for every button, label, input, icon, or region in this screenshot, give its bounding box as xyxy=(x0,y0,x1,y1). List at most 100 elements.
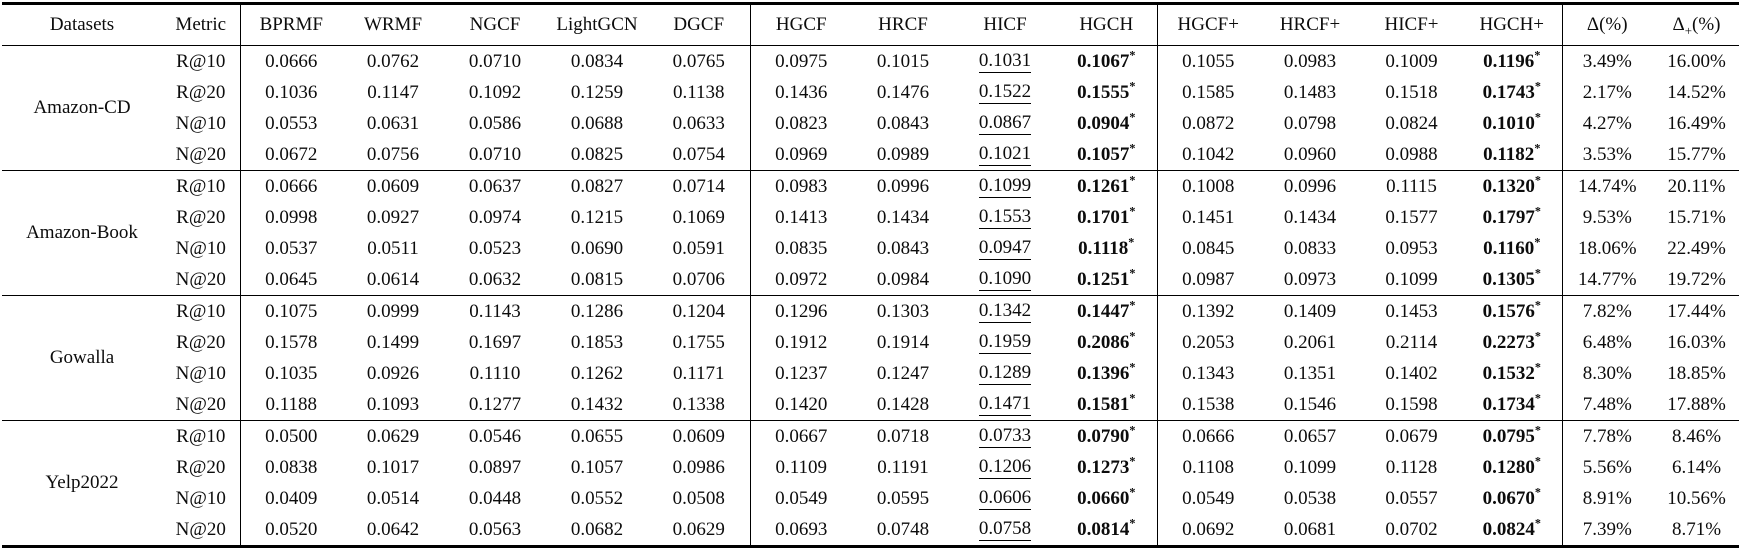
cell-hgch: 0.1447* xyxy=(1056,295,1157,327)
significance-star: * xyxy=(1534,235,1541,250)
cell-delta: 7.78% xyxy=(1561,420,1652,452)
cell-delta-plus: 19.72% xyxy=(1667,268,1726,290)
metric-label: R@20 xyxy=(176,81,226,103)
cell-hicfplus: 0.1453 xyxy=(1361,295,1462,327)
best-value: 0.1701* xyxy=(1077,205,1135,228)
cell-hgcf: 0.0969 xyxy=(749,139,852,171)
cell-bprmf: 0.0500 xyxy=(239,420,342,452)
cell-hgch: 0.1396* xyxy=(1056,358,1157,389)
cell-hrcf: 0.0843 xyxy=(876,237,930,259)
best-value-number: 0.1273 xyxy=(1077,456,1130,478)
metric-label: R@10 xyxy=(162,295,240,327)
col-header-hicfplus: HICF+ xyxy=(1361,3,1462,46)
best-value: 0.0670* xyxy=(1483,486,1541,508)
dataset-label: Yelp2022 xyxy=(2,420,162,547)
cell-bprmf: 0.0666 xyxy=(239,45,342,77)
cell-hgch: 0.0660* xyxy=(1056,483,1157,514)
cell-hrcf: 0.0989 xyxy=(876,143,930,165)
cell-hrcf: 0.0843 xyxy=(876,112,930,134)
cell-lightgcn: 0.1215 xyxy=(570,206,624,228)
col-header-datasets: Datasets xyxy=(2,3,162,46)
cell-dgcf: 0.1755 xyxy=(672,331,725,353)
cell-bprmf: 0.0666 xyxy=(239,170,342,202)
cell-hrcf: 0.1428 xyxy=(876,393,930,415)
cell-ngcf: 0.1277 xyxy=(468,393,522,415)
cell-hgcfplus: 0.1055 xyxy=(1156,45,1259,77)
cell-lightgcn: 0.0827 xyxy=(546,170,648,202)
col-header-hgch: HGCH xyxy=(1056,3,1157,46)
significance-star: * xyxy=(1129,141,1136,156)
metric-label: R@20 xyxy=(176,331,226,353)
cell-hicf: 0.1471 xyxy=(954,389,1056,421)
cell-hgchplus: 0.1734* xyxy=(1462,389,1562,421)
table-row: N@10 0.0409 0.0514 0.0448 0.0552 0.0508 0.0549… xyxy=(2,483,1739,514)
cell-hgcf: 0.0823 xyxy=(749,108,852,139)
cell-wrmf: 0.0631 xyxy=(366,112,420,134)
cell-lightgcn: 0.0552 xyxy=(570,487,624,509)
cell-hgchplus: 0.0670* xyxy=(1462,483,1562,514)
col-header-hicf: HICF xyxy=(954,3,1056,46)
table-row: Gowalla R@10 0.1075 0.0999 0.1143 0.1286 0.120… xyxy=(2,295,1739,421)
col-header-bprmf: BPRMF xyxy=(239,3,342,46)
cell-hgch: 0.1067* xyxy=(1056,45,1157,77)
cell-ngcf: 0.0974 xyxy=(468,206,522,228)
second-best-value: 0.1522 xyxy=(978,81,1032,104)
cell-delta-plus: 16.03% xyxy=(1667,331,1726,353)
best-value-number: 0.1701 xyxy=(1077,206,1130,228)
significance-star: * xyxy=(1129,173,1136,188)
best-value: 0.1280* xyxy=(1483,455,1541,477)
cell-wrmf: 0.0762 xyxy=(342,45,444,77)
cell-hicf: 0.1959 xyxy=(954,327,1056,358)
cell-delta: 3.53% xyxy=(1561,139,1652,171)
cell-hgcfplus: 0.0987 xyxy=(1156,264,1259,296)
cell-hrcfplus: 0.0657 xyxy=(1259,420,1361,452)
significance-star: * xyxy=(1534,423,1541,438)
best-value-number: 0.1581 xyxy=(1077,393,1130,415)
cell-hgcf: 0.1296 xyxy=(749,295,852,327)
metric-label: R@10 xyxy=(162,45,240,77)
table-row: N@10 0.1035 0.0926 0.1110 0.1262 0.1171 0.1237… xyxy=(2,358,1739,389)
cell-hgcfplus: 0.1451 xyxy=(1156,202,1259,233)
cell-hicf: 0.1342 xyxy=(954,295,1056,327)
cell-hrcfplus: 0.0960 xyxy=(1283,143,1337,165)
significance-star: * xyxy=(1534,266,1541,281)
cell-hrcf: 0.1303 xyxy=(852,295,954,327)
second-best-value: 0.0733 xyxy=(978,425,1032,448)
cell-hicfplus: 0.0702 xyxy=(1385,518,1438,540)
cell-bprmf: 0.0409 xyxy=(239,483,342,514)
metric-label: R@20 xyxy=(176,206,226,228)
significance-star: * xyxy=(1129,298,1136,313)
cell-hgchplus: 0.1182* xyxy=(1462,139,1562,171)
cell-delta-plus: 17.44% xyxy=(1652,295,1739,327)
cell-wrmf: 0.0511 xyxy=(367,237,419,259)
cell-hrcfplus: 0.1546 xyxy=(1283,393,1337,415)
cell-delta: 8.30% xyxy=(1561,358,1652,389)
cell-hrcfplus: 0.0833 xyxy=(1283,237,1337,259)
cell-lightgcn: 0.1259 xyxy=(570,81,624,103)
cell-delta-plus: 6.14% xyxy=(1671,456,1722,478)
cell-hicfplus: 0.1128 xyxy=(1385,456,1438,478)
cell-hrcf: 0.1247 xyxy=(876,362,930,384)
cell-lightgcn: 0.1853 xyxy=(570,331,624,353)
cell-dgcf: 0.0986 xyxy=(672,456,725,478)
cell-hicfplus: 0.1009 xyxy=(1361,45,1462,77)
cell-hgch: 0.1261* xyxy=(1056,170,1157,202)
best-value-number: 0.1182 xyxy=(1483,143,1535,165)
table-body: Amazon-CD R@10 0.0666 0.0762 0.0710 0.0834 0.0… xyxy=(2,45,1739,547)
second-best-value: 0.1206 xyxy=(978,456,1032,479)
cell-delta-plus: 8.71% xyxy=(1671,518,1722,540)
cell-bprmf: 0.1036 xyxy=(239,77,342,108)
cell-delta-plus: 16.00% xyxy=(1652,45,1739,77)
significance-star: * xyxy=(1129,79,1136,94)
cell-delta: 14.77% xyxy=(1561,264,1652,296)
best-value-number: 0.1320 xyxy=(1482,175,1535,197)
cell-hgch: 0.0790* xyxy=(1056,420,1157,452)
cell-hgch: 0.1701* xyxy=(1056,202,1157,233)
best-value-number: 0.1797 xyxy=(1482,206,1535,228)
col-header-ngcf: NGCF xyxy=(444,3,546,46)
col-header-wrmf: WRMF xyxy=(342,3,444,46)
best-value-number: 0.1555 xyxy=(1077,81,1130,103)
best-value: 0.1182* xyxy=(1483,142,1540,165)
metric-label: R@10 xyxy=(162,170,240,202)
